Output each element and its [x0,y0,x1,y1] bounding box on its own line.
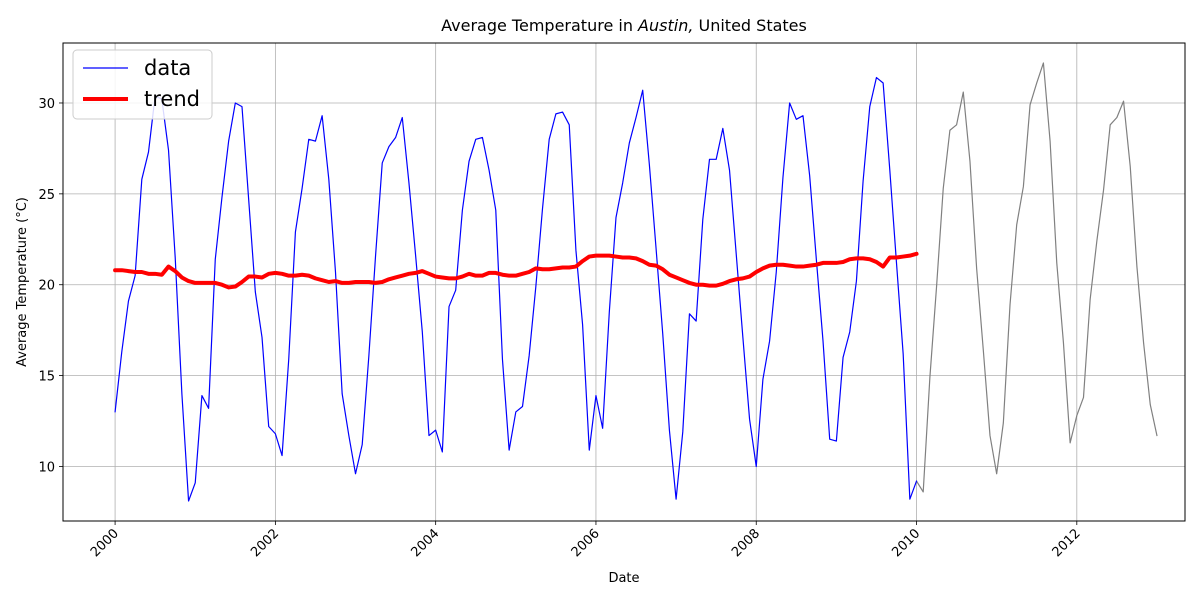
y-axis-label: Average Temperature (°C) [15,197,30,367]
legend-box [72,49,213,120]
chart-title-city: Austin, [637,16,693,35]
grid [63,43,1185,521]
forecast-series-line [915,62,1158,493]
x-axis-label: Date [608,571,639,586]
plot-frame [62,42,1186,522]
trend-series-line [113,251,919,290]
data-series-line [114,76,918,502]
series-lines [113,62,1158,502]
y-tick-label: 20 [38,279,55,294]
legend: data trend [72,49,213,120]
y-tick-label: 10 [38,460,55,475]
chart-title-suffix: United States [693,16,806,35]
legend-trend-label: trend [144,87,200,111]
chart-title-prefix: Average Temperature in [441,16,638,35]
y-tick-label: 25 [38,188,55,203]
y-tick-label: 15 [38,370,55,385]
y-tick-label: 30 [38,97,55,112]
chart-title: Average Temperature in Austin, United St… [441,16,807,35]
legend-data-label: data [144,56,191,80]
